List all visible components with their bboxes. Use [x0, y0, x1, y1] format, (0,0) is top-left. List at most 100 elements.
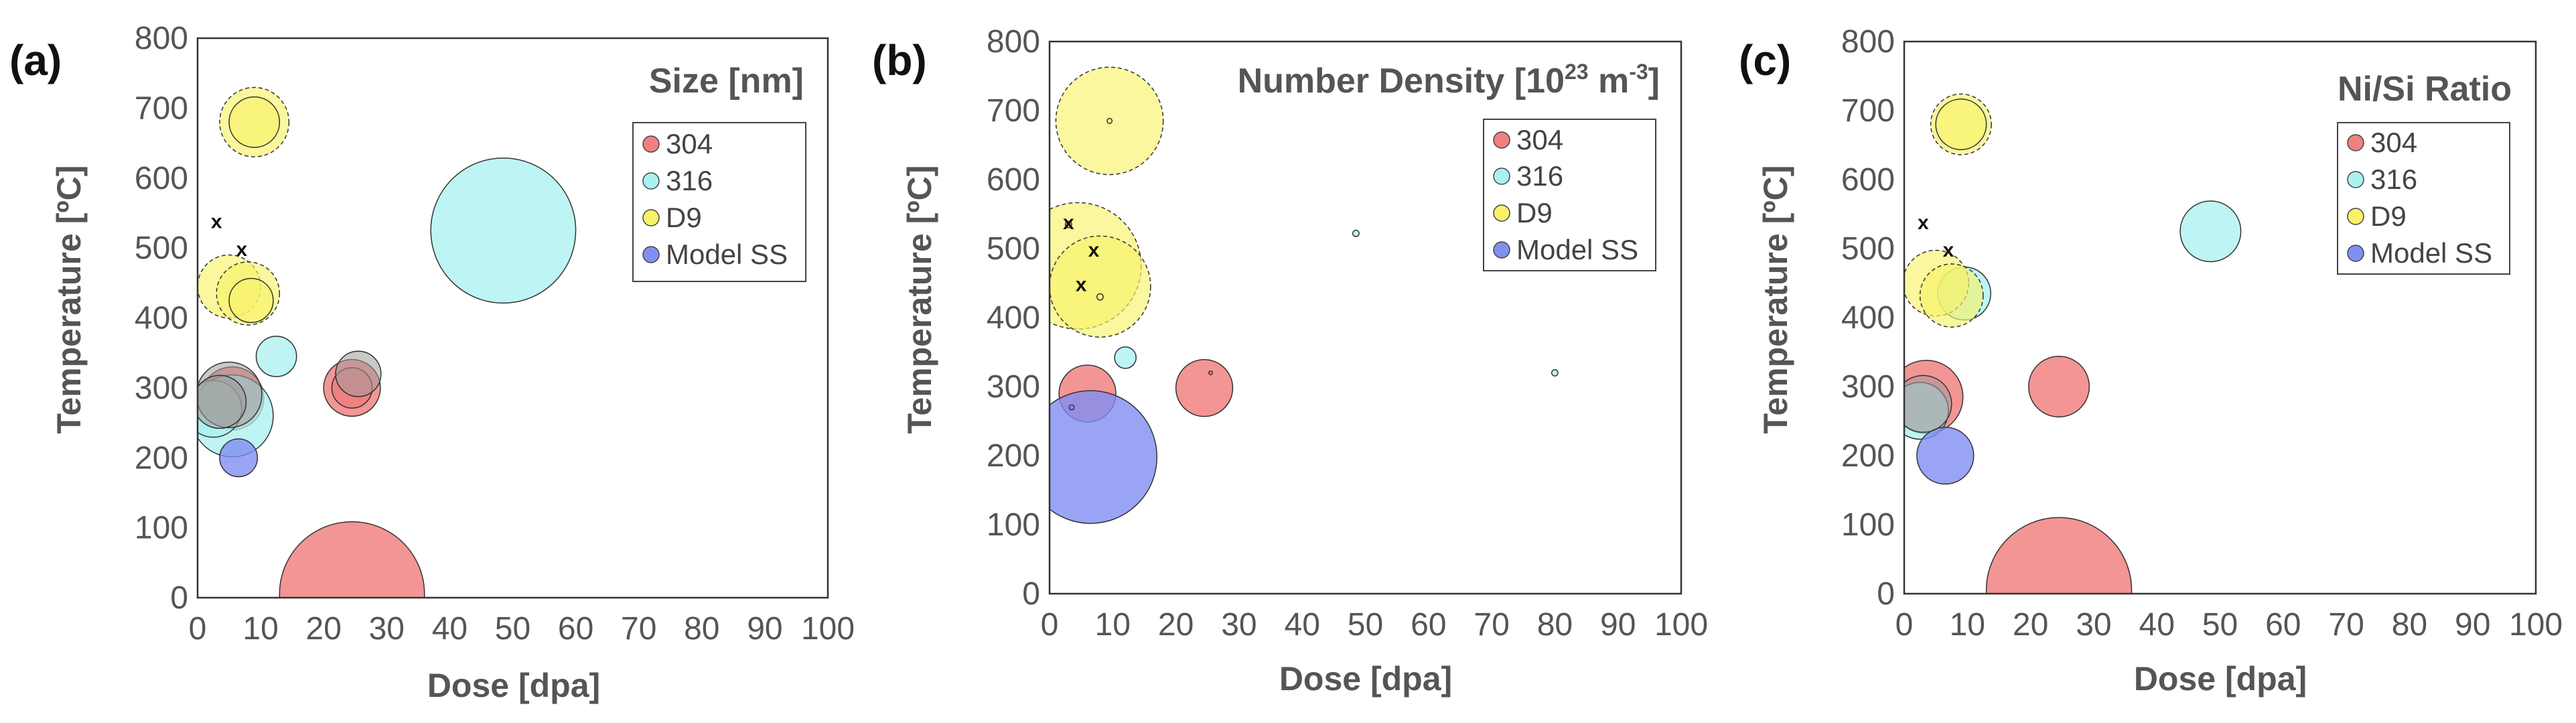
y-tick-label: 100	[1841, 507, 1895, 543]
bubble-316	[1114, 346, 1137, 369]
bubble-d9	[1919, 263, 1984, 328]
y-tick-label: 700	[1841, 93, 1895, 129]
x-tick-label: 10	[1950, 607, 1985, 643]
title-text-unit: m	[1589, 62, 1630, 101]
y-tick-label: 500	[987, 231, 1040, 267]
x-tick-label: 20	[1158, 607, 1194, 643]
x-tick-label: 100	[2509, 607, 2563, 643]
y-tick-label: 0	[1022, 576, 1040, 612]
x-tick-label: 10	[242, 611, 278, 647]
plot-area: xx	[1904, 93, 2242, 594]
bubble-316	[1551, 369, 1559, 377]
x-marker: x	[1076, 274, 1087, 296]
x-tick-label: 100	[1654, 607, 1708, 643]
x-tick-label: 70	[1474, 607, 1509, 643]
legend-label-304: 304	[1516, 124, 1563, 155]
legend-label-model-ss: Model SS	[666, 239, 788, 270]
title-text-main: Number Density [10	[1238, 62, 1565, 101]
bubble-d9	[228, 96, 281, 148]
y-tick-label: 800	[987, 24, 1040, 60]
legend-swatch-316	[2347, 171, 2364, 188]
legend-swatch-model-ss	[642, 246, 660, 263]
y-tick-labels: 0 100 200 300 400 500 600 700 800	[1841, 24, 1895, 612]
x-marker: x	[1063, 212, 1074, 234]
x-tick-labels: 0 10 20 30 40 50 60 70 80 90 100	[1895, 607, 2563, 643]
chart-title: Number Density [1023 m-3]	[1238, 60, 1660, 101]
legend-label-d9: D9	[666, 202, 702, 233]
bubble-304	[1175, 358, 1234, 417]
legend-label-316: 316	[2370, 163, 2417, 195]
x-tick-label: 50	[495, 611, 530, 647]
bubble-316	[1352, 229, 1360, 237]
y-tick-label: 100	[987, 507, 1040, 543]
x-tick-label: 40	[2139, 607, 2175, 643]
y-tick-label: 400	[1841, 300, 1895, 336]
legend-label-304: 304	[666, 128, 713, 159]
y-tick-label: 400	[135, 301, 188, 336]
x-tick-label: 80	[2392, 607, 2427, 643]
panel-c: (c) Temperature [ºC] Dose [dpa] 0 100 20…	[1739, 24, 2563, 698]
x-marker: x	[1918, 212, 1929, 234]
legend-swatch-model-ss	[1493, 241, 1510, 259]
legend-label-d9: D9	[1516, 197, 1553, 228]
x-marker: x	[1943, 239, 1954, 261]
x-tick-label: 20	[306, 611, 342, 647]
y-tick-label: 800	[135, 21, 188, 56]
x-tick-labels: 0 10 20 30 40 50 60 70 80 90 100	[189, 611, 855, 647]
x-marker: x	[1088, 239, 1100, 261]
plot-frame	[196, 37, 829, 599]
panel-a: (a) Temperature [ºC] Dose [dpa] 0 100 20…	[9, 21, 855, 704]
x-tick-label: 30	[1221, 607, 1257, 643]
x-tick-label: 20	[2013, 607, 2048, 643]
plot-area: xxx	[1050, 66, 1559, 524]
y-tick-label: 300	[1841, 369, 1895, 405]
legend-swatch-316	[642, 172, 660, 190]
y-tick-label: 0	[1877, 576, 1895, 612]
bubble-d9	[1064, 220, 1072, 228]
y-tick-label: 200	[135, 440, 188, 476]
bubble-overlap	[198, 375, 247, 430]
legend-swatch-d9	[1493, 204, 1510, 222]
title-text-end: ]	[1648, 62, 1660, 101]
plot-frame	[1048, 40, 1683, 595]
bubble-d9	[1096, 293, 1104, 301]
title-superscript-23: 23	[1565, 60, 1589, 84]
x-tick-label: 100	[801, 611, 855, 647]
x-marker: x	[211, 210, 222, 233]
y-tick-label: 800	[1841, 24, 1895, 60]
bubble-d9	[228, 277, 274, 324]
x-tick-label: 90	[747, 611, 782, 647]
legend-swatch-304	[1493, 131, 1510, 149]
bubble-304	[2028, 355, 2090, 418]
legend-swatch-316	[1493, 168, 1510, 185]
x-tick-label: 10	[1095, 607, 1131, 643]
x-axis-label: Dose [dpa]	[1279, 660, 1452, 698]
y-tick-label: 200	[1841, 438, 1895, 474]
y-tick-label: 100	[135, 511, 188, 546]
bubble-d9	[1050, 235, 1151, 338]
bubble-overlap	[335, 350, 382, 397]
y-tick-label: 300	[135, 371, 188, 406]
legend-label-316: 316	[1516, 160, 1563, 192]
legend-swatch-d9	[2347, 208, 2364, 225]
legend-label-316: 316	[666, 165, 713, 196]
legend-label-304: 304	[2370, 127, 2417, 158]
x-tick-label: 30	[2076, 607, 2111, 643]
legend-box	[2337, 122, 2510, 275]
chart-title: Size [nm]	[649, 62, 804, 101]
legend-swatch-model-ss	[2347, 245, 2364, 262]
x-tick-label: 50	[1348, 607, 1383, 643]
bubble-304	[279, 521, 425, 598]
x-tick-label: 50	[2202, 607, 2238, 643]
x-tick-label: 60	[2265, 607, 2301, 643]
y-tick-label: 500	[1841, 231, 1895, 267]
bubble-model-ss	[219, 438, 259, 478]
y-tick-labels: 0 100 200 300 400 500 600 700 800	[135, 21, 188, 616]
y-tick-label: 600	[1841, 162, 1895, 198]
legend: 304 316 D9 Model SS	[1483, 119, 1656, 271]
bubble-304	[1208, 370, 1214, 375]
y-axis-label: Temperature [ºC]	[50, 166, 88, 434]
x-marker: x	[236, 239, 248, 261]
bubble-316	[255, 336, 297, 377]
x-tick-labels: 0 10 20 30 40 50 60 70 80 90 100	[1041, 607, 1708, 643]
